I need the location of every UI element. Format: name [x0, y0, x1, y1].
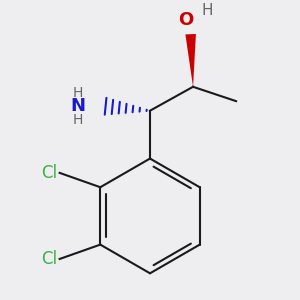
Polygon shape	[185, 34, 196, 87]
Text: N: N	[71, 97, 86, 115]
Text: Cl: Cl	[41, 250, 57, 268]
Text: H: H	[73, 113, 83, 127]
Text: O: O	[178, 11, 194, 29]
Text: Cl: Cl	[41, 164, 57, 182]
Text: H: H	[73, 86, 83, 100]
Text: H: H	[202, 3, 213, 18]
